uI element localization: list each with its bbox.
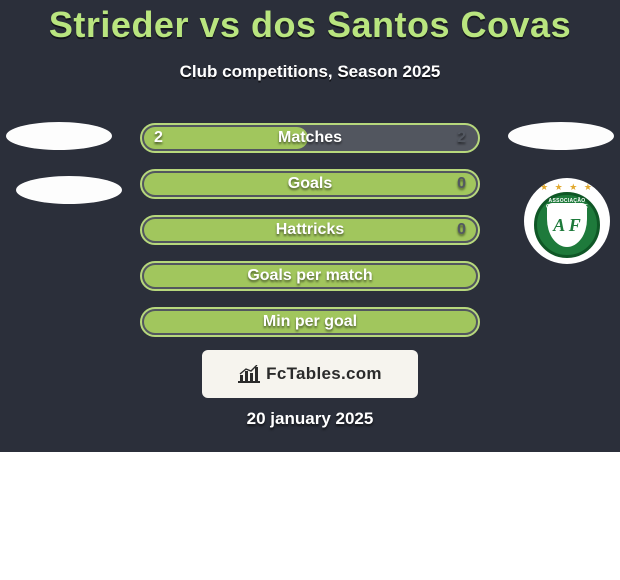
stat-label: Goals: [142, 175, 478, 193]
crest-monogram: A F: [553, 215, 581, 236]
watermark-text: FcTables.com: [266, 364, 382, 384]
page-title: Strieder vs dos Santos Covas: [0, 4, 620, 46]
date-label: 20 january 2025: [0, 409, 620, 429]
stat-row-goals: Goals0: [140, 169, 480, 199]
stat-row-matches: Matches2 2: [140, 123, 480, 153]
stat-row-goals-per-match: Goals per match: [140, 261, 480, 291]
bar-chart-icon: [238, 365, 260, 383]
stat-right-value: 2: [457, 129, 466, 147]
panel-light: [0, 452, 620, 580]
stat-right-value: 0: [457, 221, 466, 239]
stat-label: Matches: [142, 129, 478, 147]
club-right-crest: ★ ★ ★ ★ ASSOCIAÇÃO CHAPECOENSE A F: [524, 178, 610, 264]
stat-right-value: 0: [457, 175, 466, 193]
stat-label: Goals per match: [142, 267, 478, 285]
subtitle: Club competitions, Season 2025: [0, 62, 620, 82]
stat-label: Min per goal: [142, 313, 478, 331]
stat-row-hattricks: Hattricks0: [140, 215, 480, 245]
club-right-ellipse: [508, 122, 614, 150]
stat-label: Hattricks: [142, 221, 478, 239]
stat-left-value: 2: [154, 129, 163, 147]
crest-ring-text: ASSOCIAÇÃO CHAPECOENSE: [537, 198, 597, 210]
crest-ring: ASSOCIAÇÃO CHAPECOENSE A F: [534, 192, 600, 258]
club-left-ellipse-2: [16, 176, 122, 204]
stat-row-min-per-goal: Min per goal: [140, 307, 480, 337]
watermark: FcTables.com: [202, 350, 418, 398]
club-left-ellipse-1: [6, 122, 112, 150]
